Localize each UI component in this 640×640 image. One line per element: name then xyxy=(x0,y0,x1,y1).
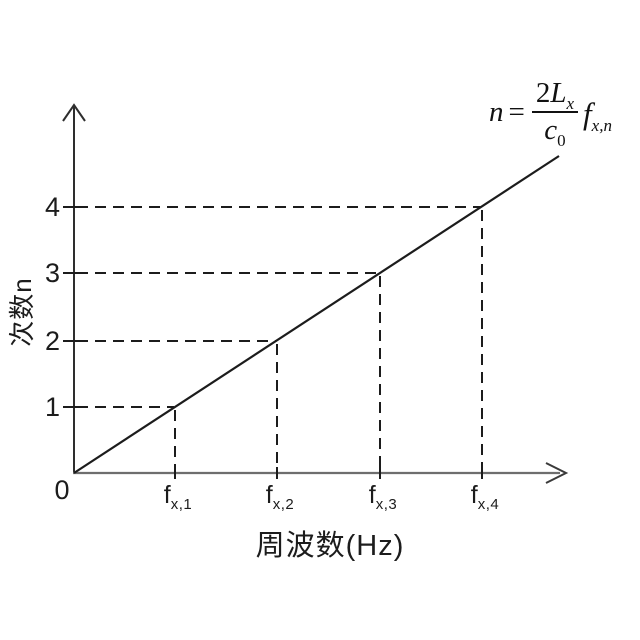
formula-fraction: 2Lx c0 xyxy=(532,77,578,150)
x-tick-label-fx2: fx,2 xyxy=(235,481,325,519)
y-tick-label-1: 1 xyxy=(44,392,60,422)
x-tick-main: f xyxy=(470,481,478,509)
formula-lhs: n xyxy=(489,95,504,128)
formula-numerator-coeff: 2 xyxy=(535,77,551,109)
x-tick-main: f xyxy=(265,481,273,509)
formula-factor: fx,n xyxy=(583,96,612,136)
formula-denominator-sub: 0 xyxy=(557,130,566,150)
formula-numerator-var: L xyxy=(550,77,567,109)
x-tick-sub: x,3 xyxy=(375,496,398,513)
data-line xyxy=(73,155,560,474)
x-tick-label-fx1: fx,1 xyxy=(133,481,223,519)
x-tick-main: f xyxy=(163,481,171,509)
formula-denominator: c0 xyxy=(532,111,578,150)
x-tick-label-fx4: fx,4 xyxy=(440,481,530,519)
formula-annotation: n = 2Lx c0 fx,n xyxy=(489,77,612,150)
x-tick-main: f xyxy=(368,481,376,509)
origin-label: 0 xyxy=(54,475,70,505)
formula-factor-var: f xyxy=(583,96,592,131)
formula-denominator-var: c xyxy=(544,114,558,146)
x-axis-arrowhead xyxy=(545,462,569,484)
x-tick-sub: x,1 xyxy=(170,496,193,513)
y-axis-title: 次数n xyxy=(7,277,37,347)
formula-factor-sub: x,n xyxy=(591,116,612,136)
x-tick-sub: x,2 xyxy=(272,496,295,513)
x-axis-title: 周波数(Hz) xyxy=(255,530,405,562)
y-axis-arrowhead xyxy=(62,103,86,122)
y-tick-label-4: 4 xyxy=(44,192,60,222)
formula-equals: = xyxy=(508,95,525,128)
x-tick-label-fx3: fx,3 xyxy=(338,481,428,519)
y-tick-label-2: 2 xyxy=(44,326,60,356)
y-tick-label-3: 3 xyxy=(44,258,60,288)
formula-numerator: 2Lx xyxy=(532,77,578,113)
x-tick-sub: x,4 xyxy=(477,496,500,513)
formula-numerator-sub: x xyxy=(566,93,575,113)
